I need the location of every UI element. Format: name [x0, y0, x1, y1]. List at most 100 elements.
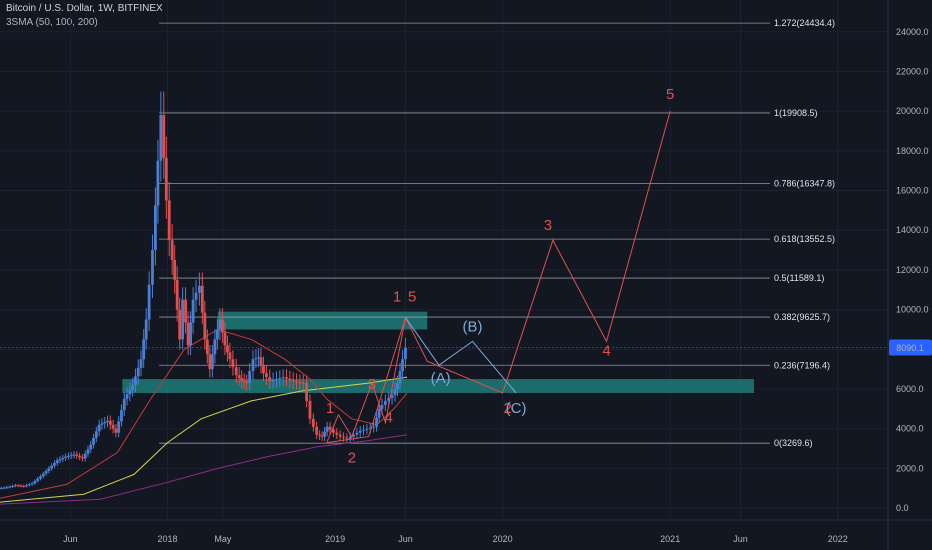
candle-body: [154, 205, 157, 251]
y-tick-label: 14000.0: [896, 225, 929, 235]
candle-body: [248, 371, 252, 384]
candle-body: [144, 319, 148, 340]
candle-body: [342, 436, 345, 438]
candle-body: [47, 468, 51, 472]
sma100-line: [0, 376, 408, 503]
y-tick-label: 2000.0: [896, 463, 924, 473]
indicator-label[interactable]: 3SMA (50, 100, 200): [6, 17, 98, 28]
candle-body: [288, 378, 292, 381]
candle-body: [125, 394, 129, 399]
candle-body: [301, 382, 305, 384]
y-tick-label: 10000.0: [896, 305, 929, 315]
fib-label: 0.786(16347.8): [774, 179, 835, 189]
candle-body: [205, 339, 209, 355]
candle-body: [237, 375, 241, 379]
candle-body: [240, 378, 244, 382]
candle-body: [191, 299, 195, 323]
candle-body: [323, 431, 327, 437]
candle-body: [69, 455, 73, 457]
sma-lines: [0, 328, 408, 505]
candle-body: [136, 367, 140, 377]
candle-body: [355, 432, 359, 435]
fib-label: 0.5(11589.1): [774, 273, 824, 283]
candle-body: [345, 437, 349, 439]
candle-body: [311, 418, 315, 427]
candle-body: [362, 429, 365, 431]
candle-body: [2, 487, 6, 489]
candle-body: [308, 400, 312, 419]
x-tick-label: May: [214, 534, 232, 544]
candle-body: [234, 367, 238, 376]
wave-label: 5: [408, 289, 416, 306]
x-tick-label: 2021: [660, 534, 680, 544]
x-tick-label: Jun: [733, 534, 748, 544]
candle-body: [162, 115, 166, 158]
candle-body: [390, 394, 394, 398]
wave-label: 1: [393, 289, 401, 306]
candle-body: [404, 347, 407, 360]
candle-body: [167, 200, 171, 241]
candle-body: [228, 352, 232, 360]
candle-body: [147, 284, 151, 320]
candle-body: [67, 455, 70, 457]
support-zone: [217, 311, 428, 330]
candle-body: [128, 389, 132, 395]
candle-body: [281, 377, 285, 379]
candle-body: [27, 484, 31, 486]
candle-body: [194, 292, 198, 300]
wave-label: 4: [602, 342, 610, 359]
wave-path-red: [326, 110, 671, 444]
x-tick-label: Jun: [398, 534, 413, 544]
candle-body: [30, 483, 34, 485]
candle-body: [372, 426, 376, 428]
candle-body: [86, 449, 90, 454]
candle-body: [175, 279, 179, 310]
x-tick-label: 2022: [828, 534, 848, 544]
sma200-line: [0, 434, 408, 505]
candle-body: [181, 299, 185, 340]
candle-body: [97, 424, 101, 432]
candle-body: [262, 365, 265, 374]
candle-body: [325, 426, 329, 432]
y-tick-label: 16000.0: [896, 186, 929, 196]
candle-body: [120, 410, 123, 422]
wave-label: 5: [666, 86, 674, 103]
candle-body: [213, 339, 217, 355]
candle-body: [108, 420, 112, 425]
candle-body: [39, 476, 42, 479]
candle-body: [242, 381, 246, 383]
candle-body: [131, 385, 135, 390]
candle-body: [291, 380, 295, 382]
candle-body: [259, 357, 263, 366]
candle-body: [393, 389, 397, 395]
candle-body: [275, 379, 278, 381]
candle-body: [226, 345, 229, 353]
candle-body: [348, 436, 352, 439]
y-tick-label: 0.0: [896, 503, 909, 513]
candle-body: [5, 487, 9, 489]
fib-label: 1.272(24434.4): [774, 18, 835, 28]
wave-label: 2: [503, 400, 511, 417]
x-tick-label: Jun: [63, 534, 78, 544]
candle-body: [164, 157, 168, 201]
candle-body: [139, 359, 143, 368]
price-badge: [889, 339, 932, 356]
candle-body: [254, 358, 258, 360]
chart-title: Bitcoin / U.S. Dollar, 1W, BITFINEX: [6, 3, 163, 14]
wave-label: 1: [326, 400, 334, 417]
candle-body: [396, 383, 399, 390]
candle-body: [335, 432, 339, 435]
candle-body: [320, 435, 324, 437]
candle-body: [387, 397, 391, 401]
fib-retracement[interactable]: 1.272(24434.4) 1(19908.5) 0.786(16347.8) 0.…: [159, 18, 835, 448]
candle-body: [100, 423, 104, 425]
candle-body: [338, 434, 342, 437]
candle-body: [92, 437, 95, 445]
candle-body: [218, 319, 222, 330]
candle-body: [268, 377, 272, 382]
candle-body: [173, 260, 177, 280]
candle-body: [114, 428, 118, 433]
x-tick-label: 2020: [493, 534, 513, 544]
